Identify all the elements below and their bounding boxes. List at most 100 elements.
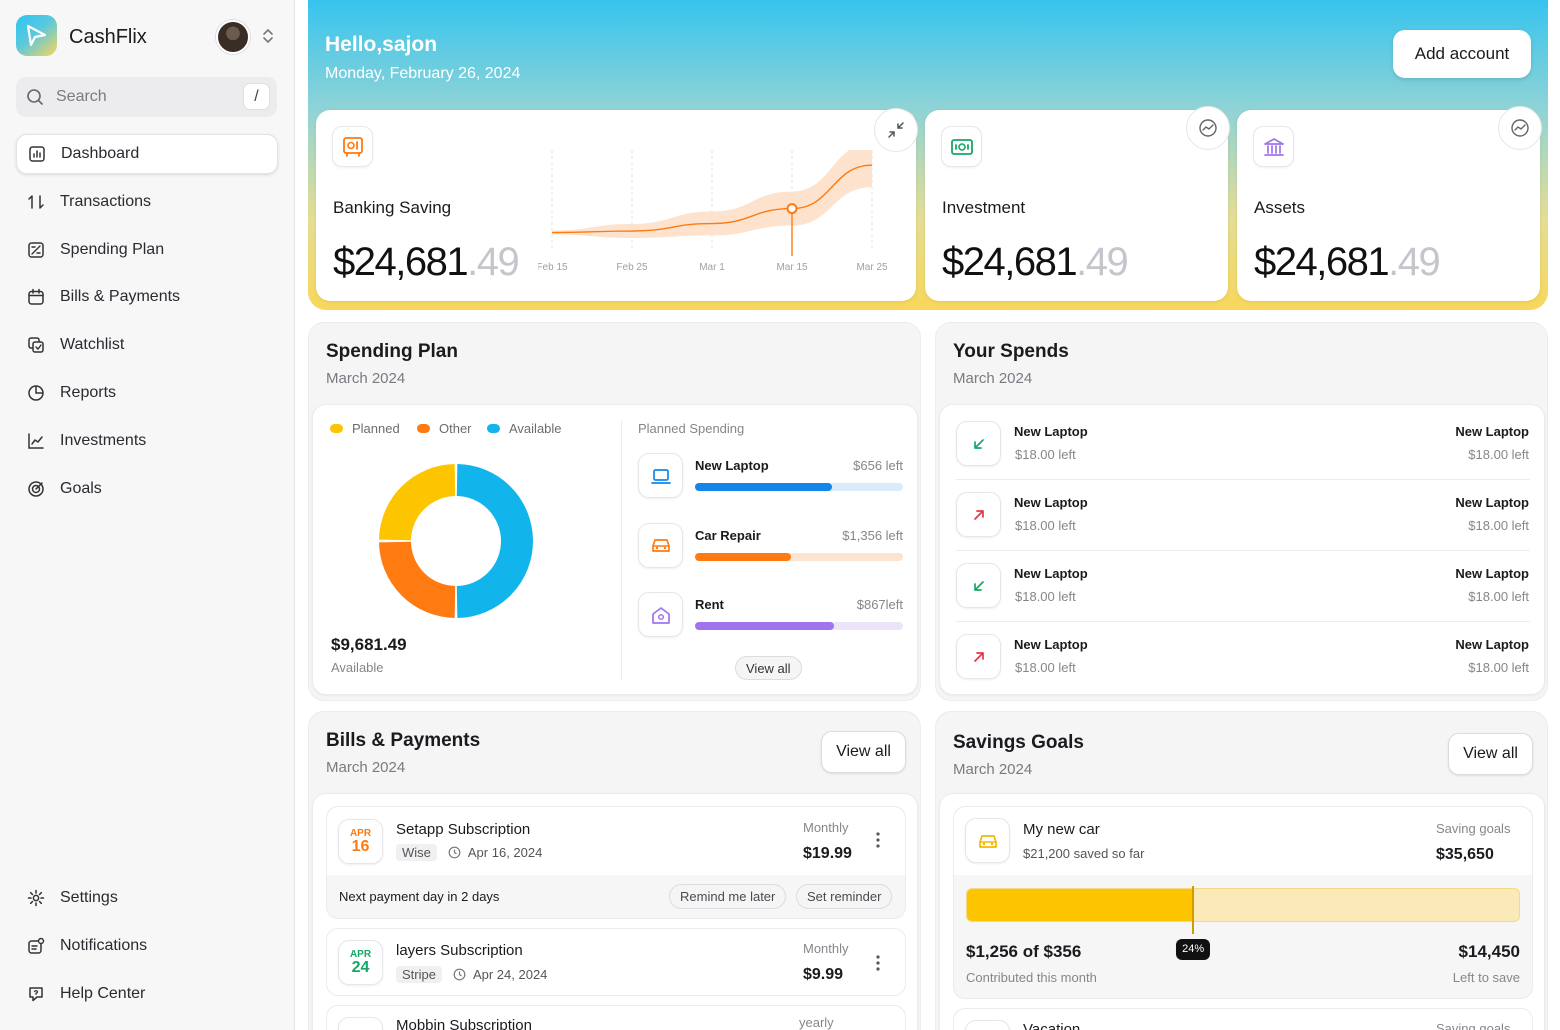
set-reminder-button[interactable]: Set reminder	[796, 884, 893, 909]
bills-view-all-button[interactable]: View all	[821, 731, 906, 773]
planned-item-left: $1,356 left	[842, 527, 903, 543]
history-icon	[448, 846, 461, 859]
trend-icon[interactable]	[1498, 106, 1542, 150]
planned-item-left: $867left	[856, 597, 903, 612]
sidebar-item-investments[interactable]: Investments	[16, 421, 278, 461]
spend-item[interactable]: New Laptop $18.00 left New Laptop $18.00 le…	[940, 632, 1546, 694]
planned-progress-fill	[695, 552, 791, 561]
collapse-icon[interactable]	[874, 108, 918, 152]
sidebar-item-label: Reports	[60, 384, 117, 401]
sidebar-item-watchlist[interactable]: Watchlist	[16, 325, 278, 365]
bill-amount: $19.99	[803, 845, 852, 862]
add-account-button[interactable]: Add account	[1393, 30, 1531, 78]
spend-sub: $18.00 left	[1015, 518, 1076, 533]
card-title: Assets	[1254, 198, 1306, 217]
goal-left: $14,450	[1458, 942, 1520, 961]
planned-progress-track	[695, 483, 903, 491]
panel-subtitle: March 2024	[953, 370, 1033, 387]
user-avatar[interactable]	[216, 20, 250, 54]
highlight-point[interactable]	[786, 203, 798, 215]
search-input[interactable]	[56, 87, 236, 107]
bill-amount: $9.99	[803, 966, 844, 983]
sidebar-item-transactions[interactable]: Transactions	[16, 182, 278, 222]
bill-period: yearly	[799, 1015, 834, 1030]
sidebar-item-settings[interactable]: Settings	[16, 878, 278, 918]
savings-view-all-button[interactable]: View all	[1448, 733, 1533, 775]
watchlist-icon	[28, 337, 44, 353]
bank-icon	[1253, 126, 1294, 167]
payment-notice: Next payment day in 2 days	[339, 889, 500, 904]
spend-item[interactable]: New Laptop $18.00 left New Laptop $18.00 le…	[940, 490, 1546, 552]
bill-item[interactable]: APR 16 Setapp Subscription Wise Apr 16, …	[326, 806, 906, 919]
arrow-up-right-icon	[956, 634, 1001, 679]
goal-target: $35,650	[1436, 846, 1494, 863]
goals-list: My new car $21,200 saved so far Saving g…	[939, 793, 1545, 1030]
sidebar: CashFlix / Dashboard Transactions Spending…	[0, 0, 295, 1030]
available-label: Available	[331, 660, 384, 675]
remind-later-button[interactable]: Remind me later	[669, 884, 787, 909]
spend-item[interactable]: New Laptop $18.00 left New Laptop $18.00 le…	[940, 419, 1546, 481]
x-tick-label: Mar 1	[699, 262, 725, 273]
investment-card[interactable]: Investment $24,681.49	[925, 106, 1230, 301]
spend-right-sub: $18.00 left	[1468, 518, 1529, 533]
donut-slice-available[interactable]	[456, 464, 533, 618]
trend-icon[interactable]	[1186, 106, 1230, 150]
planned-item-name: Rent	[695, 597, 724, 612]
line-chart-icon	[28, 433, 44, 449]
bill-item[interactable]: APR 24 layers Subscription Stripe Apr 24…	[326, 928, 906, 996]
divider	[956, 550, 1530, 551]
bill-item[interactable]: Mobbin Subscription yearly	[326, 1005, 906, 1030]
bill-name: Setapp Subscription	[396, 821, 531, 838]
banking-saving-card[interactable]: Banking Saving $24,681.49 Feb 15 Feb 25 Ma…	[316, 108, 918, 301]
goal-item[interactable]: Vacation Saving goals	[953, 1008, 1533, 1030]
bill-date: Apr 24, 2024	[472, 967, 548, 982]
spend-right-name: New Laptop	[1455, 566, 1529, 581]
pie-icon	[28, 385, 44, 401]
sidebar-item-label: Transactions	[60, 192, 151, 210]
planned-progress-fill	[695, 622, 835, 630]
x-tick-label: Mar 25	[856, 262, 888, 273]
search-icon	[27, 89, 43, 105]
card-title: Banking Saving	[333, 198, 452, 217]
bill-date-badge	[338, 1017, 383, 1030]
safe-icon	[332, 126, 373, 167]
sidebar-item-help-center[interactable]: Help Center	[16, 974, 278, 1014]
sidebar-item-notifications[interactable]: Notifications	[16, 926, 278, 966]
more-icon[interactable]	[875, 954, 881, 972]
sidebar-item-dashboard[interactable]: Dashboard	[16, 134, 278, 174]
assets-card[interactable]: Assets $24,681.49	[1237, 106, 1542, 301]
spend-item[interactable]: New Laptop $18.00 left New Laptop $18.00 le…	[940, 561, 1546, 623]
account-switcher-icon[interactable]	[262, 27, 274, 45]
more-icon[interactable]	[875, 831, 881, 849]
sidebar-item-goals[interactable]: Goals	[16, 469, 278, 509]
sidebar-item-label: Spending Plan	[60, 240, 165, 258]
savings-goals-panel: Savings Goals March 2024 View all My new…	[935, 711, 1548, 1030]
sidebar-item-bills-payments[interactable]: Bills & Payments	[16, 277, 278, 317]
donut-slice-other[interactable]	[379, 541, 456, 618]
legend-available: Available	[487, 421, 562, 436]
goal-item[interactable]: My new car $21,200 saved so far Saving g…	[953, 806, 1533, 999]
planned-progress-track	[695, 622, 903, 630]
history-icon	[453, 968, 466, 981]
spending-plan-body: Planned Other Available $9,681.49 Availa…	[312, 404, 918, 695]
goal-progress-fill	[967, 889, 1194, 921]
sidebar-item-reports[interactable]: Reports	[16, 373, 278, 413]
bills-payments-panel: Bills & Payments March 2024 View all APR…	[308, 711, 921, 1030]
planned-item-name: New Laptop	[695, 458, 769, 473]
donut-slice-planned[interactable]	[379, 464, 456, 541]
help-icon	[29, 986, 43, 1001]
laptop-icon	[638, 453, 683, 498]
spend-sub: $18.00 left	[1015, 660, 1076, 675]
panel-title: Spending Plan	[326, 341, 458, 362]
vacation-icon	[965, 1020, 1010, 1030]
goal-progress-track	[966, 888, 1520, 922]
bill-period: Monthly	[803, 941, 849, 956]
card-title: Investment	[942, 198, 1026, 217]
spend-right-name: New Laptop	[1455, 424, 1529, 439]
panel-subtitle: March 2024	[326, 759, 406, 776]
view-all-planned-button[interactable]: View all	[735, 656, 802, 680]
spend-right-sub: $18.00 left	[1468, 660, 1529, 675]
app-logo[interactable]	[16, 15, 57, 56]
goal-target-label: Saving goals	[1436, 821, 1511, 836]
sidebar-item-spending-plan[interactable]: Spending Plan	[16, 230, 278, 270]
